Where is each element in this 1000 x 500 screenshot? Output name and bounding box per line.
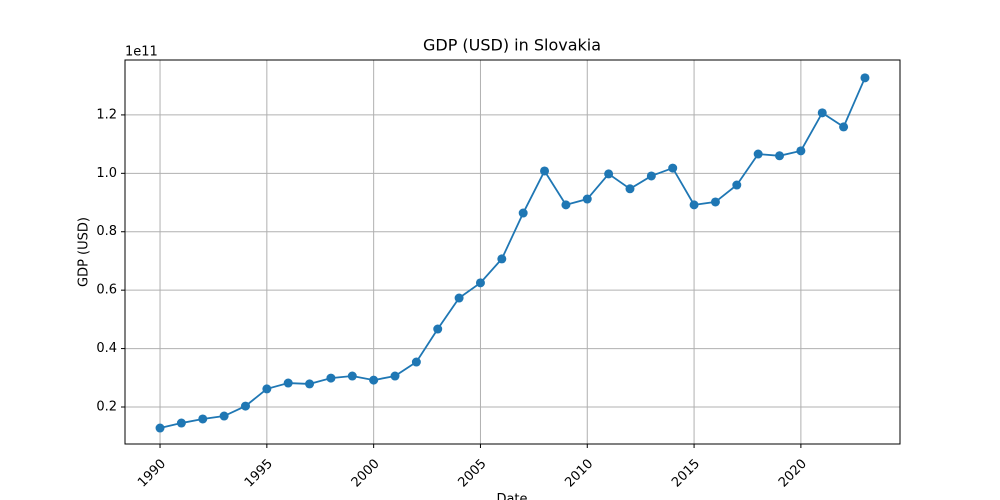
x-tick-label: 2015 bbox=[669, 456, 703, 490]
point bbox=[732, 180, 742, 190]
point bbox=[240, 401, 250, 411]
point bbox=[390, 371, 400, 381]
y-tick-label: 0.8 bbox=[96, 224, 117, 239]
point bbox=[369, 375, 379, 385]
x-tick-label: 1995 bbox=[242, 456, 276, 490]
point bbox=[411, 357, 421, 367]
point bbox=[561, 200, 571, 210]
x-tick-label: 1990 bbox=[135, 456, 169, 490]
y-tick-label: 0.6 bbox=[96, 283, 117, 298]
point bbox=[625, 184, 635, 194]
plot-frame bbox=[124, 59, 901, 445]
point bbox=[604, 169, 614, 179]
point bbox=[710, 197, 720, 207]
x-tick-label: 2005 bbox=[455, 456, 489, 490]
point bbox=[668, 163, 678, 173]
x-tick-label: 2010 bbox=[562, 456, 596, 490]
point bbox=[454, 293, 464, 303]
point bbox=[347, 371, 357, 381]
point bbox=[817, 108, 827, 118]
point bbox=[839, 122, 849, 132]
point bbox=[497, 254, 507, 264]
line bbox=[159, 77, 866, 429]
point bbox=[433, 324, 443, 334]
y-offset-label: 1e11 bbox=[125, 45, 158, 60]
point bbox=[689, 200, 699, 210]
chart-title: GDP (USD) in Slovakia bbox=[423, 36, 601, 55]
point bbox=[283, 378, 293, 388]
point bbox=[262, 384, 272, 394]
x-axis-label: Date bbox=[496, 492, 527, 500]
y-tick-label: 0.2 bbox=[96, 399, 117, 414]
point bbox=[582, 194, 592, 204]
y-tick-label: 1.0 bbox=[96, 166, 117, 181]
point bbox=[775, 151, 785, 161]
point bbox=[305, 379, 315, 389]
y-tick-label: 1.2 bbox=[96, 107, 117, 122]
y-tick-label: 0.4 bbox=[96, 341, 117, 356]
point bbox=[176, 418, 186, 428]
y-axis-label: GDP (USD) bbox=[77, 217, 92, 287]
point bbox=[540, 166, 550, 176]
point bbox=[219, 411, 229, 421]
point bbox=[518, 208, 528, 218]
point bbox=[155, 423, 165, 433]
point bbox=[860, 73, 870, 83]
point bbox=[198, 414, 208, 424]
point bbox=[646, 171, 656, 181]
point bbox=[475, 278, 485, 288]
point bbox=[326, 373, 336, 383]
point bbox=[753, 149, 763, 159]
point bbox=[796, 146, 806, 156]
x-tick-label: 2020 bbox=[776, 456, 810, 490]
x-tick-label: 2000 bbox=[349, 456, 383, 490]
